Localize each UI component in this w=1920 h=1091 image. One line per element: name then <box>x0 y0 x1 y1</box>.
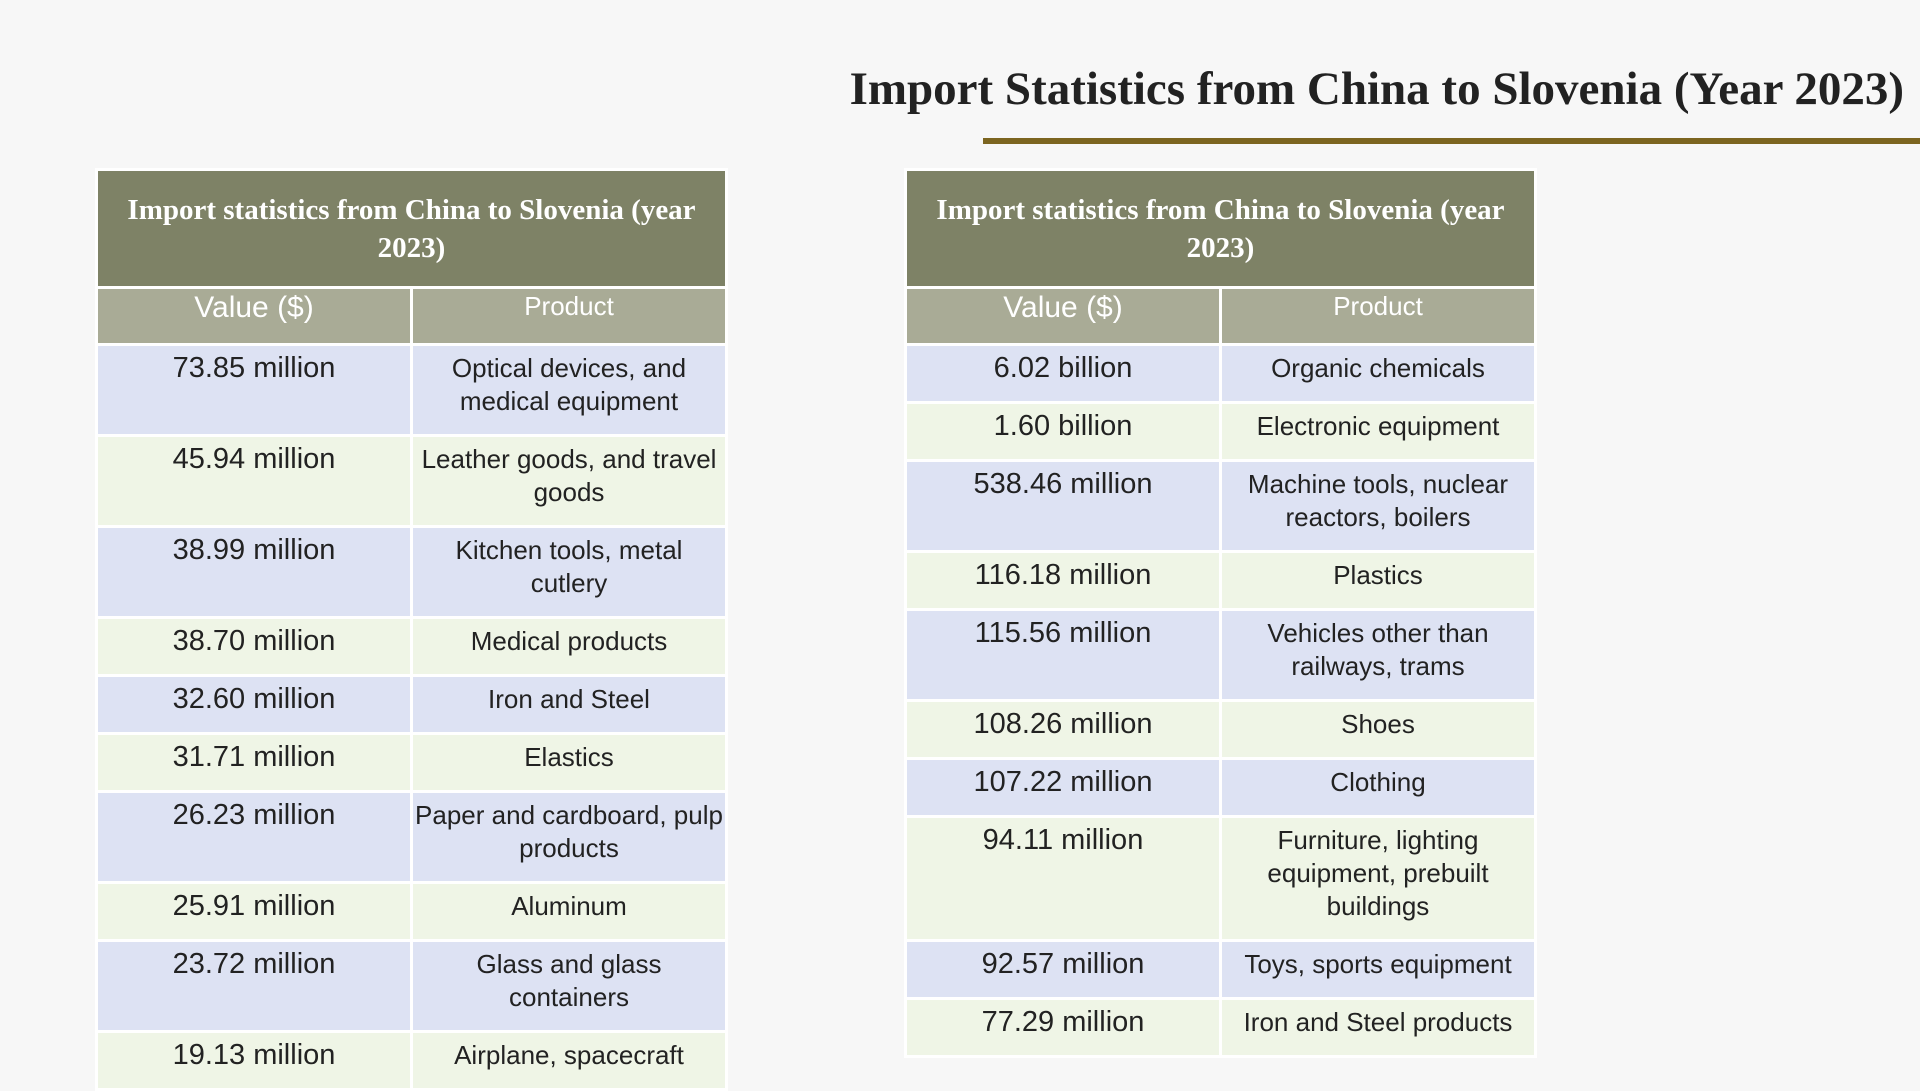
value-cell: 45.94 million <box>95 434 413 528</box>
value-cell: 92.57 million <box>904 939 1222 1000</box>
table-row: 108.26 million Shoes <box>904 699 1537 760</box>
column-header: Value ($) <box>904 286 1222 346</box>
value-cell: 1.60 billion <box>904 401 1222 462</box>
value-cell: 6.02 billion <box>904 343 1222 404</box>
value-cell: 115.56 million <box>904 608 1222 702</box>
column-header: Value ($) <box>95 286 413 346</box>
product-cell: Iron and Steel <box>410 674 728 735</box>
table-row: 31.71 million Elastics <box>95 732 728 793</box>
value-cell: 538.46 million <box>904 459 1222 553</box>
product-cell: Kitchen tools, metal cutlery <box>410 525 728 619</box>
import-table: Import statistics from China to Slovenia… <box>904 168 1537 1058</box>
table-row: 45.94 million Leather goods, and travel g… <box>95 434 728 528</box>
table-row: 38.99 million Kitchen tools, metal cutler… <box>95 525 728 619</box>
column-header: Product <box>1219 286 1537 346</box>
value-cell: 26.23 million <box>95 790 413 884</box>
table-row: 25.91 million Aluminum <box>95 881 728 942</box>
product-cell: Organic chemicals <box>1219 343 1537 404</box>
value-cell: 23.72 million <box>95 939 413 1033</box>
product-cell: Elastics <box>410 732 728 793</box>
value-cell: 116.18 million <box>904 550 1222 611</box>
value-cell: 19.13 million <box>95 1030 413 1091</box>
table-row: 32.60 million Iron and Steel <box>95 674 728 735</box>
product-cell: Shoes <box>1219 699 1537 760</box>
product-cell: Aluminum <box>410 881 728 942</box>
table-row: 19.13 million Airplane, spacecraft <box>95 1030 728 1091</box>
product-cell: Furniture, lighting equipment, prebuilt … <box>1219 815 1537 942</box>
column-header: Product <box>410 286 728 346</box>
product-cell: Plastics <box>1219 550 1537 611</box>
product-cell: Leather goods, and travel goods <box>410 434 728 528</box>
table-row: 38.70 million Medical products <box>95 616 728 677</box>
value-cell: 108.26 million <box>904 699 1222 760</box>
value-cell: 73.85 million <box>95 343 413 437</box>
product-cell: Machine tools, nuclear reactors, boilers <box>1219 459 1537 553</box>
product-cell: Airplane, spacecraft <box>410 1030 728 1091</box>
product-cell: Clothing <box>1219 757 1537 818</box>
product-cell: Electronic equipment <box>1219 401 1537 462</box>
table-row: 94.11 million Furniture, lighting equipme… <box>904 815 1537 942</box>
table-row: 26.23 million Paper and cardboard, pulp p… <box>95 790 728 884</box>
title-underline <box>983 138 1920 144</box>
table-row: 107.22 million Clothing <box>904 757 1537 818</box>
value-cell: 38.99 million <box>95 525 413 619</box>
table-caption: Import statistics from China to Slovenia… <box>904 168 1537 289</box>
value-cell: 38.70 million <box>95 616 413 677</box>
value-cell: 77.29 million <box>904 997 1222 1058</box>
slide-title: Import Statistics from China to Slovenia… <box>849 63 1904 115</box>
value-cell: 32.60 million <box>95 674 413 735</box>
value-cell: 107.22 million <box>904 757 1222 818</box>
product-cell: Optical devices, and medical equipment <box>410 343 728 437</box>
value-cell: 94.11 million <box>904 815 1222 942</box>
product-cell: Iron and Steel products <box>1219 997 1537 1058</box>
table-row: 538.46 million Machine tools, nuclear rea… <box>904 459 1537 553</box>
header-row: Value ($) Product <box>95 286 728 346</box>
table-caption: Import statistics from China to Slovenia… <box>95 168 728 289</box>
table-row: 115.56 million Vehicles other than railwa… <box>904 608 1537 702</box>
caption-row: Import statistics from China to Slovenia… <box>95 168 728 289</box>
product-cell: Glass and glass containers <box>410 939 728 1033</box>
caption-row: Import statistics from China to Slovenia… <box>904 168 1537 289</box>
header-row: Value ($) Product <box>904 286 1537 346</box>
table-row: 23.72 million Glass and glass containers <box>95 939 728 1033</box>
table-row: 73.85 million Optical devices, and medica… <box>95 343 728 437</box>
table-row: 1.60 billion Electronic equipment <box>904 401 1537 462</box>
product-cell: Toys, sports equipment <box>1219 939 1537 1000</box>
value-cell: 31.71 million <box>95 732 413 793</box>
product-cell: Vehicles other than railways, trams <box>1219 608 1537 702</box>
table-row: 116.18 million Plastics <box>904 550 1537 611</box>
value-cell: 25.91 million <box>95 881 413 942</box>
import-table: Import statistics from China to Slovenia… <box>95 168 728 1091</box>
table-row: 92.57 million Toys, sports equipment <box>904 939 1537 1000</box>
table-row: 6.02 billion Organic chemicals <box>904 343 1537 404</box>
product-cell: Medical products <box>410 616 728 677</box>
table-row: 77.29 million Iron and Steel products <box>904 997 1537 1058</box>
product-cell: Paper and cardboard, pulp products <box>410 790 728 884</box>
